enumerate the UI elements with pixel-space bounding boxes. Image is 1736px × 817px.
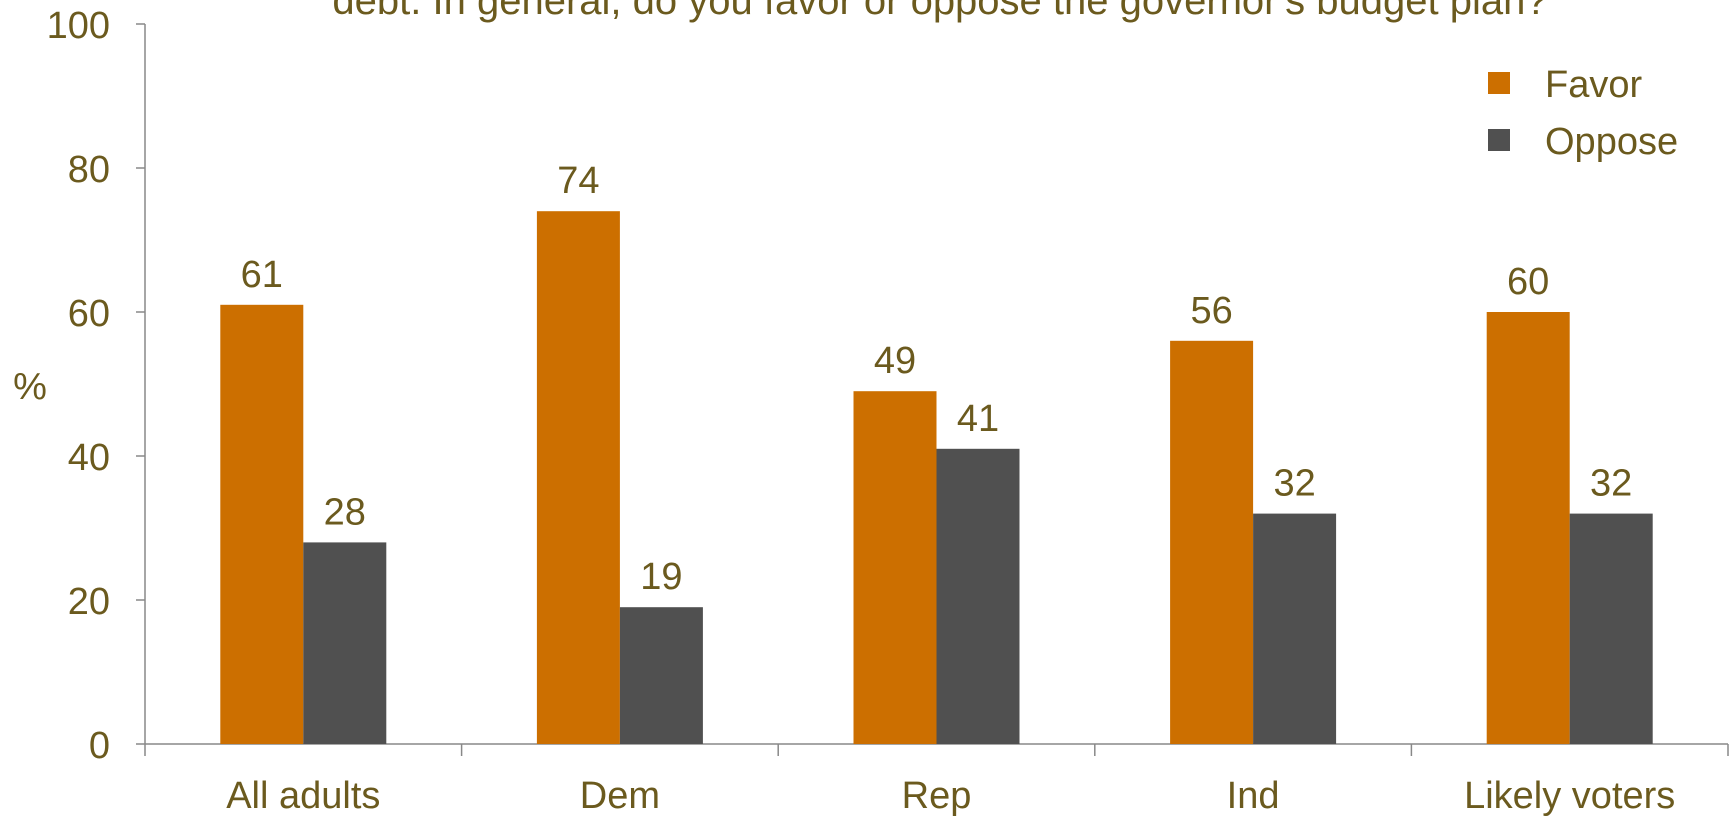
x-category-label: Likely voters [1464, 775, 1675, 817]
data-label-oppose: 32 [1273, 463, 1315, 505]
x-category-label: Rep [902, 775, 972, 817]
y-tick-label: 40 [68, 437, 110, 479]
y-tick-label: 100 [47, 5, 110, 47]
data-label-favor: 61 [241, 254, 283, 296]
bar-oppose [936, 448, 1020, 744]
chart-title: debt. In general, do you favor or oppose… [332, 0, 1547, 23]
x-category-label: All adults [226, 775, 380, 817]
legend-swatch-favor [1488, 72, 1510, 94]
data-label-oppose: 32 [1590, 463, 1632, 505]
bar-favor [1486, 312, 1570, 744]
x-category-label: Ind [1227, 775, 1280, 817]
data-label-oppose: 19 [640, 556, 682, 598]
data-label-oppose: 41 [957, 398, 999, 440]
y-tick-label: 0 [89, 725, 110, 767]
plot-area: 0 20 40 60 80 100 61 28 All adults 74 19 Dem 49 41 Rep… [47, 5, 1729, 817]
bar-favor [220, 304, 304, 744]
data-label-favor: 74 [557, 160, 599, 202]
data-label-oppose: 28 [324, 491, 366, 533]
bar-favor [1170, 340, 1254, 744]
bar-favor [536, 211, 620, 744]
bar-favor [853, 391, 937, 744]
y-tick-label: 80 [68, 149, 110, 191]
y-axis-label: % [13, 366, 47, 408]
y-tick-label: 60 [68, 293, 110, 335]
data-label-favor: 60 [1507, 261, 1549, 303]
data-label-favor: 56 [1190, 290, 1232, 332]
legend-label-favor: Favor [1545, 64, 1642, 106]
legend: Favor Oppose [1488, 64, 1678, 163]
legend-swatch-oppose [1488, 129, 1510, 151]
y-tick-label: 20 [68, 581, 110, 623]
bar-oppose [303, 542, 387, 744]
x-category-label: Dem [580, 775, 660, 817]
legend-label-oppose: Oppose [1545, 121, 1678, 163]
bar-oppose [1253, 513, 1337, 744]
bar-oppose [1569, 513, 1653, 744]
bar-oppose [619, 607, 703, 744]
data-label-favor: 49 [874, 340, 916, 382]
